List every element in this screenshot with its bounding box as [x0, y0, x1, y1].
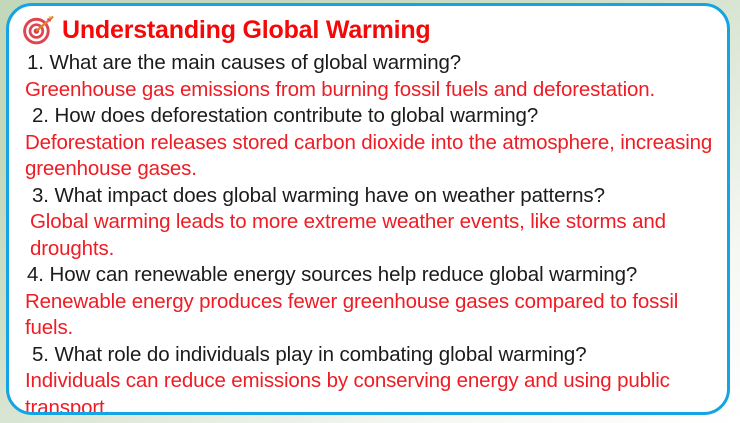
page-title: Understanding Global Warming: [62, 15, 431, 44]
question-2: 2. How does deforestation contribute to …: [32, 104, 539, 127]
question-1: 1. What are the main causes of global wa…: [27, 51, 462, 74]
target-dart-icon: [23, 16, 54, 45]
question-4: 4. How can renewable energy sources help…: [27, 263, 638, 286]
answer-3: Global warming leads to more extreme wea…: [30, 210, 666, 260]
question-3: 3. What impact does global warming have …: [32, 183, 605, 207]
qa-list: 1. What are the main causes of global wa…: [9, 48, 727, 415]
content-card: Understanding Global Warming 1. What are…: [6, 3, 730, 415]
answer-4: Renewable energy produces fewer greenhou…: [25, 289, 679, 340]
question-5: 5. What role do individuals play in comb…: [32, 342, 587, 366]
answer-2: Deforestation releases stored carbon dio…: [25, 130, 713, 181]
answer-5: Individuals can reduce emissions by cons…: [25, 369, 670, 415]
answer-1: Greenhouse gas emissions from burning fo…: [25, 77, 656, 101]
card-header: Understanding Global Warming: [9, 12, 727, 48]
